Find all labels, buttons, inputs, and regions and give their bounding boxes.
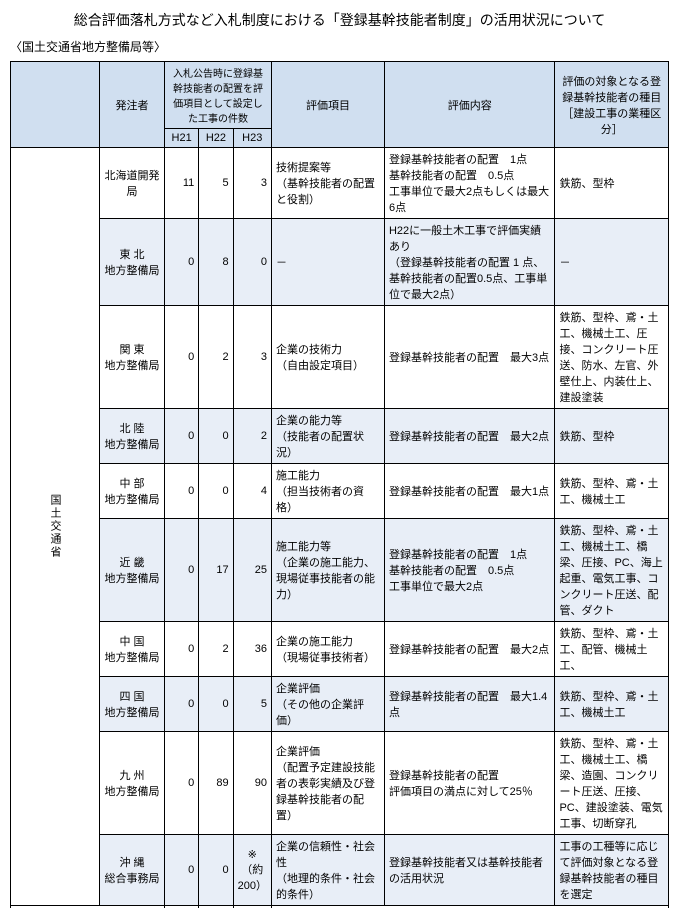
cell-name: 四 国地方整備局 [100,677,165,732]
cell-h23: 25 [233,519,271,622]
cell-h21: 0 [164,835,198,906]
cell-target: 鉄筋、型枠、鳶・土工、機械土工、橋梁、圧接、PC、海上起重、電気工事、コンクリー… [555,519,669,622]
cell-h23: 36 [233,622,271,677]
cell-target: 鉄筋、型枠 [555,148,669,219]
cell-name: 東 北地方整備局 [100,219,165,306]
cell-content: 登録基幹技能者の配置 1点基幹技能者の配置 0.5点工事単位で最大2点 [384,519,554,622]
cell-target: 鉄筋、型枠、鳶・土工、機械土工、圧接、コンクリート圧送、防水、左官、外壁仕上、内… [555,306,669,409]
cell-item: － [271,219,384,306]
table-row: 近 畿地方整備局01725施工能力等（企業の施工能力、現場従事技能者の能力）登録… [11,519,669,622]
cell-h23: 3 [233,148,271,219]
table-row: 国土交通省北海道開発局1153技術提案等（基幹技能者の配置と役割）登録基幹技能者… [11,148,669,219]
table-row: 関 東地方整備局023企業の技術力（自由設定項目）登録基幹技能者の配置 最大3点… [11,306,669,409]
cell-content: 登録基幹技能者の配置評価項目の満点に対して25％ [384,732,554,835]
cell-h23: 3 [233,306,271,409]
total-summary: 平成 21 年度 1 機関 11 工事平成 22 年度 6 機関 123 工事平… [271,906,668,908]
cell-target: 鉄筋、型枠、鳶・土工、機械土工 [555,677,669,732]
cell-item: 企業評価（その他の企業評価） [271,677,384,732]
cell-target: 鉄筋、型枠、鳶・土工、機械土工 [555,464,669,519]
total-h22: 123 [199,906,233,908]
th-target: 評価の対象となる登録基幹技能者の種目［建設工事の業種区分］ [555,62,669,148]
cell-name: 北海道開発局 [100,148,165,219]
total-row: 計11123168平成 21 年度 1 機関 11 工事平成 22 年度 6 機… [11,906,669,908]
cell-h22: 89 [199,732,233,835]
th-content: 評価内容 [384,62,554,148]
cell-h21: 0 [164,519,198,622]
cell-item: 企業の信頼性・社会性（地理的条件・社会的条件） [271,835,384,906]
cell-item: 施工能力（担当技術者の資格） [271,464,384,519]
total-h23: 168 [233,906,271,908]
cell-item: 企業の能力等（技能者の配置状況） [271,409,384,464]
cell-h21: 0 [164,306,198,409]
total-label: 計 [11,906,165,908]
cell-content: 登録基幹技能者の配置 1点基幹技能者の配置 0.5点工事単位で最大2点もしくは最… [384,148,554,219]
table-row: 四 国地方整備局005企業評価（その他の企業評価）登録基幹技能者の配置 最大1.… [11,677,669,732]
cell-h23: 90 [233,732,271,835]
cell-name: 中 部地方整備局 [100,464,165,519]
cell-content: 登録基幹技能者又は基幹技能者の活用状況 [384,835,554,906]
total-h21: 11 [164,906,198,908]
cell-h23: ※（約200） [233,835,271,906]
cell-h22: 0 [199,677,233,732]
page-subtitle: 〈国土交通省地方整備局等〉 [10,38,669,55]
cell-h23: 0 [233,219,271,306]
cell-h21: 0 [164,219,198,306]
cell-target: 鉄筋、型枠、鳶・土工、機械土工、橋梁、造園、コンクリート圧送、圧接、PC、建設塗… [555,732,669,835]
cell-content: 登録基幹技能者の配置 最大1.4点 [384,677,554,732]
cell-name: 九 州地方整備局 [100,732,165,835]
cell-target: 工事の工種等に応じて評価対象となる登録基幹技能者の種目を選定 [555,835,669,906]
cell-h22: 0 [199,835,233,906]
cell-h21: 0 [164,464,198,519]
cell-h21: 0 [164,622,198,677]
th-client: 発注者 [100,62,165,148]
th-h23: H23 [233,129,271,148]
th-org [11,62,100,148]
cell-item: 施工能力等（企業の施工能力、現場従事技能者の能力） [271,519,384,622]
cell-item: 企業の技術力（自由設定項目） [271,306,384,409]
cell-item: 企業の施工能力（現場従事技術者） [271,622,384,677]
cell-name: 中 国地方整備局 [100,622,165,677]
cell-content: 登録基幹技能者の配置 最大1点 [384,464,554,519]
cell-h22: 2 [199,306,233,409]
cell-h22: 17 [199,519,233,622]
table-row: 北 陸地方整備局002企業の能力等（技能者の配置状況）登録基幹技能者の配置 最大… [11,409,669,464]
cell-h21: 11 [164,148,198,219]
cell-h21: 0 [164,409,198,464]
th-h21: H21 [164,129,198,148]
cell-content: H22に一般土木工事で評価実績あり（登録基幹技能者の配置 1 点、基幹技能者の配… [384,219,554,306]
cell-target: 鉄筋、型枠、鳶・土工、配管、機械土工、 [555,622,669,677]
cell-name: 関 東地方整備局 [100,306,165,409]
cell-h22: 0 [199,409,233,464]
cell-content: 登録基幹技能者の配置 最大3点 [384,306,554,409]
cell-name: 近 畿地方整備局 [100,519,165,622]
cell-h23: 4 [233,464,271,519]
cell-item: 企業評価（配置予定建設技能者の表彰実績及び登録基幹技能者の配置） [271,732,384,835]
cell-h21: 0 [164,677,198,732]
cell-h23: 2 [233,409,271,464]
page-title: 総合評価落札方式など入札制度における「登録基幹技能者制度」の活用状況について [10,10,669,30]
cell-target: － [555,219,669,306]
cell-h21: 0 [164,732,198,835]
th-count: 入札公告時に登録基幹技能者の配置を評価項目として設定した工事の件数 [164,62,271,129]
table-row: 沖 縄総合事務局00※（約200）企業の信頼性・社会性（地理的条件・社会的条件）… [11,835,669,906]
cell-name: 北 陸地方整備局 [100,409,165,464]
table-row: 九 州地方整備局08990企業評価（配置予定建設技能者の表彰実績及び登録基幹技能… [11,732,669,835]
cell-h22: 8 [199,219,233,306]
cell-h22: 5 [199,148,233,219]
th-item: 評価項目 [271,62,384,148]
cell-target: 鉄筋、型枠 [555,409,669,464]
cell-h22: 2 [199,622,233,677]
cell-content: 登録基幹技能者の配置 最大2点 [384,409,554,464]
cell-name: 沖 縄総合事務局 [100,835,165,906]
cell-content: 登録基幹技能者の配置 最大2点 [384,622,554,677]
th-h22: H22 [199,129,233,148]
cell-h22: 0 [199,464,233,519]
table-row: 中 部地方整備局004施工能力（担当技術者の資格）登録基幹技能者の配置 最大1点… [11,464,669,519]
table-row: 中 国地方整備局0236企業の施工能力（現場従事技術者）登録基幹技能者の配置 最… [11,622,669,677]
cell-h23: 5 [233,677,271,732]
table-row: 東 北地方整備局080－H22に一般土木工事で評価実績あり（登録基幹技能者の配置… [11,219,669,306]
main-table: 発注者 入札公告時に登録基幹技能者の配置を評価項目として設定した工事の件数 評価… [10,61,669,908]
cell-item: 技術提案等（基幹技能者の配置と役割） [271,148,384,219]
org-cell: 国土交通省 [11,148,100,906]
